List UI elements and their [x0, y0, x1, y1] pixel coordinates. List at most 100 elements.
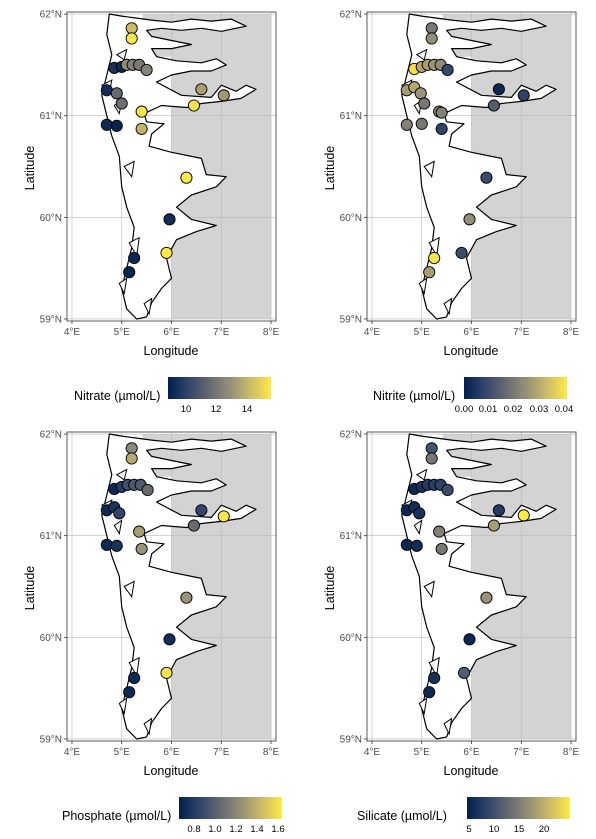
y-tick-label: 62°N: [40, 10, 62, 21]
colorbar-legend: Phosphate (µmol/L) 0.8 1.0 1.2 1.4 1.6: [62, 797, 285, 835]
data-point: [180, 171, 193, 184]
island: [418, 697, 428, 716]
data-point: [413, 507, 426, 520]
data-point: [428, 251, 441, 265]
y-tick-label: 60°N: [340, 633, 362, 644]
data-point: [125, 452, 138, 465]
data-point: [418, 97, 431, 110]
data-point: [135, 542, 148, 555]
data-point: [195, 83, 208, 96]
island: [123, 580, 135, 598]
data-point: [195, 504, 208, 517]
y-tick-label: 62°N: [340, 10, 362, 21]
data-point: [463, 213, 476, 226]
legend-tick: 1.0: [208, 824, 221, 835]
x-tick-label: 6°E: [163, 327, 180, 338]
legend-tick: 0.8: [187, 824, 200, 835]
y-tick-label: 61°N: [40, 531, 62, 542]
colorbar: [179, 797, 282, 819]
y-tick-label: 60°N: [40, 213, 62, 224]
x-axis-title: Longitude: [144, 764, 199, 778]
data-point: [163, 633, 176, 646]
data-point: [135, 105, 148, 118]
legend-tick: 0.03: [530, 404, 549, 415]
y-axis-title: Latitude: [23, 566, 37, 611]
data-point: [517, 509, 530, 522]
coastline: [101, 13, 257, 320]
island: [413, 519, 423, 535]
data-point: [480, 171, 493, 184]
x-tick-label: 5°E: [414, 327, 431, 338]
data-point: [180, 591, 193, 604]
data-point: [433, 525, 446, 538]
x-axis-title: Longitude: [444, 764, 499, 778]
data-point: [100, 538, 113, 551]
data-point: [487, 99, 500, 112]
legend-tick: 10: [181, 404, 192, 415]
plot-area: [67, 432, 276, 741]
colorbar-legend: Nitrite (µmol/L) 0.00 0.01 0.02 0.03 0.0…: [373, 377, 573, 415]
data-point: [423, 686, 436, 699]
data-point: [135, 122, 148, 135]
island: [423, 160, 435, 178]
y-tick-label: 59°N: [340, 314, 362, 325]
x-tick-label: 5°E: [114, 327, 131, 338]
y-tick-label: 61°N: [40, 111, 62, 122]
island: [428, 236, 440, 258]
data-point: [410, 539, 423, 552]
data-point: [517, 89, 530, 102]
plot-area: [367, 12, 576, 321]
data-point: [115, 97, 128, 110]
data-point: [457, 666, 471, 679]
nitrate-map-panel: Longitude Latitude Nitrate (µmol/L) 10 1…: [23, 10, 279, 415]
island: [113, 519, 123, 535]
data-point: [480, 591, 493, 604]
colorbar: [464, 377, 567, 399]
island: [115, 468, 128, 481]
y-tick-label: 59°N: [340, 734, 362, 745]
nitrite-map-panel: Longitude Latitude Nitrite (µmol/L) 0.00…: [323, 10, 579, 415]
island: [115, 48, 128, 61]
x-tick-label: 4°E: [364, 747, 381, 758]
data-point: [425, 22, 438, 35]
colorbar-legend: Nitrate (µmol/L) 10 12 14: [74, 377, 271, 415]
island: [123, 160, 135, 178]
x-tick-label: 7°E: [513, 327, 530, 338]
legend-tick: 12: [211, 404, 222, 415]
data-point: [428, 671, 441, 685]
island: [128, 656, 140, 678]
island: [128, 236, 140, 258]
data-point: [425, 442, 438, 455]
data-point: [435, 106, 448, 119]
data-point: [217, 89, 230, 102]
legend-tick: 1.6: [271, 824, 284, 835]
legend-tick: 0.00: [455, 404, 474, 415]
data-point: [492, 504, 505, 517]
island: [423, 580, 435, 598]
y-axis-title: Latitude: [323, 146, 337, 191]
data-point: [125, 442, 138, 455]
x-tick-label: 5°E: [414, 747, 431, 758]
data-point: [163, 213, 176, 226]
data-point: [113, 507, 126, 520]
y-axis-title: Latitude: [323, 566, 337, 611]
silicate-map-panel: Longitude Latitude Silicate (µmol/L) 5 1…: [323, 430, 579, 835]
legend-tick: 20: [539, 824, 550, 835]
data-point: [425, 452, 438, 465]
data-point: [414, 87, 427, 100]
coastline: [401, 433, 557, 740]
x-tick-label: 8°E: [263, 747, 280, 758]
x-tick-label: 6°E: [463, 747, 480, 758]
legend-tick: 14: [242, 404, 253, 415]
island: [415, 48, 428, 61]
island: [428, 656, 440, 678]
data-point: [128, 251, 141, 265]
data-point: [487, 519, 500, 532]
x-tick-label: 4°E: [364, 327, 381, 338]
island: [418, 277, 428, 296]
x-tick-label: 7°E: [213, 747, 230, 758]
x-tick-label: 7°E: [513, 747, 530, 758]
plot-area: [67, 12, 276, 321]
colorbar: [168, 377, 271, 399]
